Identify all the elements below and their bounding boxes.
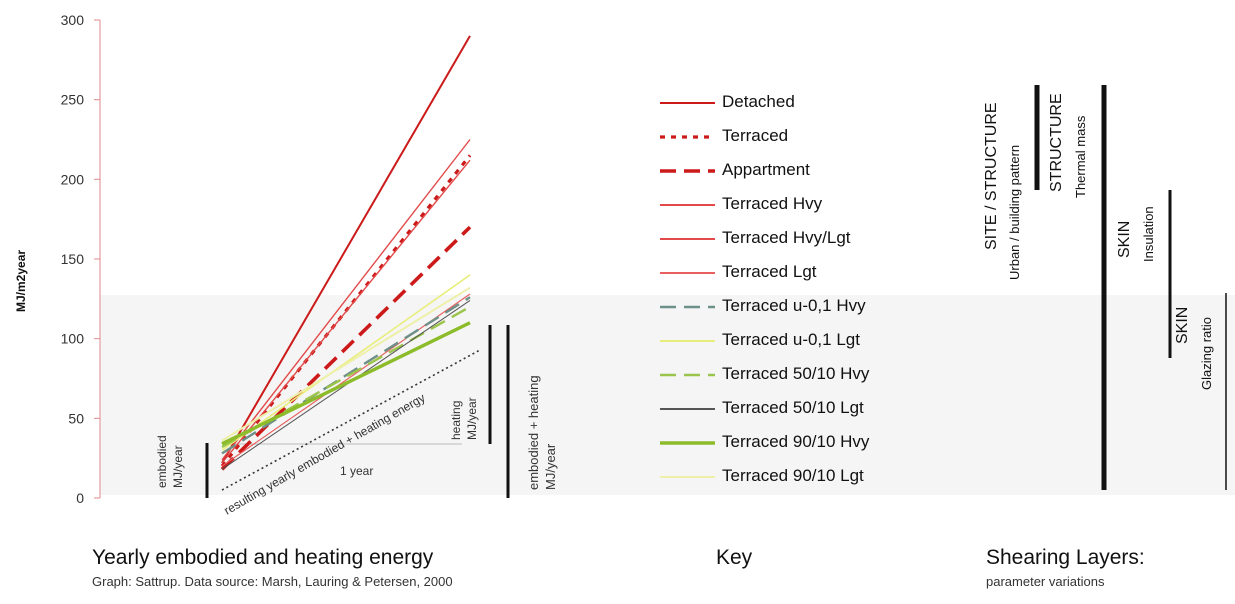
layer-skin-insulation-label: SKIN [1116,220,1133,258]
layer-skin-insulation-sub: Insulation [1141,206,1156,262]
chart-title: Yearly embodied and heating energy [92,546,434,569]
legend-label-4: Terraced Hvy/Lgt [722,228,851,247]
series-line-2 [220,225,472,471]
y-tick-label: 0 [76,490,84,506]
series-line-0 [221,35,471,464]
legend-label-7: Terraced u-0,1 Lgt [722,330,860,349]
legend-label-1: Terraced [722,126,789,145]
layer-skin-glazing-label: SKIN [1174,306,1191,344]
key-title: Key [716,546,753,569]
resulting-dotted-line [221,349,481,491]
shearing-subtitle: parameter variations [986,574,1105,589]
y-axis-label: MJ/m2year [14,249,28,312]
legend-label-5: Terraced Lgt [722,262,817,281]
embodied-heating-label-2: MJ/year [543,443,558,490]
y-tick-label: 300 [61,12,85,28]
chart-subtitle: Graph: Sattrup. Data source: Marsh, Laur… [92,574,453,589]
y-tick-label: 250 [61,92,85,108]
legend-label-10: Terraced 90/10 Hvy [722,432,870,451]
chart-background-panel [100,295,1235,495]
legend-label-3: Terraced Hvy [722,194,823,213]
layer-structure-label: STRUCTURE [1048,93,1065,192]
legend-label-8: Terraced 50/10 Hvy [722,364,870,383]
layer-site-structure-sub: Urban / building pattern [1007,144,1022,280]
y-tick-label: 50 [68,410,84,426]
series-line-11 [221,286,471,442]
series-lines [220,35,472,471]
embodied-label-2: MJ/year [171,445,185,488]
series-line-6 [221,296,471,455]
legend-swatches [660,102,715,478]
layer-site-structure-label: SITE / STRUCTURE [983,102,1000,250]
layer-skin-glazing-sub: Glazing ratio [1199,317,1214,390]
series-line-7 [221,274,471,451]
one-year-label: 1 year [340,464,373,478]
legend-label-11: Terraced 90/10 Lgt [722,466,864,485]
legend-label-0: Detached [722,92,795,111]
y-tick-label: 100 [61,331,85,347]
legend-label-9: Terraced 50/10 Lgt [722,398,864,417]
series-line-4 [221,159,471,464]
y-ticks: 0 50 100 150 200 250 300 [61,12,100,506]
y-tick-label: 150 [61,251,85,267]
series-line-10 [221,321,471,446]
heating-label-2: MJ/year [465,397,479,440]
legend-label-6: Terraced u-0,1 Hvy [722,296,866,315]
heating-label-1: heating [449,401,463,440]
embodied-heating-label-1: embodied + heating [526,375,541,490]
layer-structure-sub: Thermal mass [1073,115,1088,198]
legend-label-2: Appartment [722,160,810,179]
shearing-title: Shearing Layers: [986,546,1145,569]
y-tick-label: 200 [61,171,85,187]
series-line-3 [221,139,471,461]
embodied-label-1: embodied [155,435,169,488]
